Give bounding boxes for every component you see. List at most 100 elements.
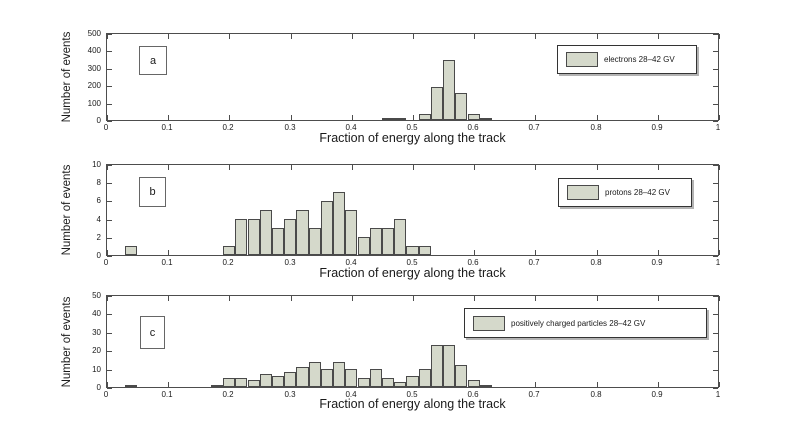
x-tick (474, 165, 475, 170)
x-tick (229, 165, 230, 170)
x-tick-label: 0.4 (345, 258, 357, 267)
histogram-bar (247, 219, 260, 255)
y-tick (713, 86, 718, 87)
x-tick (229, 115, 230, 120)
y-tick (107, 370, 112, 371)
x-tick (413, 165, 414, 170)
histogram-bar (210, 385, 224, 387)
x-tick (658, 115, 659, 120)
x-tick (107, 34, 108, 39)
legend-swatch-c (473, 315, 505, 331)
y-tick-label: 4 (96, 215, 101, 224)
x-tick (413, 34, 414, 39)
x-tick (107, 115, 108, 120)
y-tick (713, 51, 718, 52)
histogram-bar (296, 210, 309, 255)
x-tick (597, 382, 598, 387)
y-tick (107, 34, 112, 35)
x-tick (658, 250, 659, 255)
y-tick (713, 165, 718, 166)
histogram-bar (223, 246, 236, 255)
x-tick-label: 0.4 (345, 390, 357, 399)
x-tick (168, 115, 169, 120)
y-tick-label: 10 (92, 160, 101, 169)
histogram-bar (394, 381, 407, 387)
panel-letter-box-b: b (139, 177, 166, 207)
x-tick (658, 382, 659, 387)
y-tick (107, 220, 112, 221)
y-tick-label: 0 (96, 116, 101, 125)
y-tick (107, 121, 112, 122)
y-tick (107, 201, 112, 202)
x-tick (535, 382, 536, 387)
x-tick (168, 165, 169, 170)
x-tick (168, 296, 169, 301)
y-tick (107, 314, 112, 315)
y-tick (107, 51, 112, 52)
x-tick-label: 0.1 (161, 390, 173, 399)
x-tick (658, 165, 659, 170)
y-tick (713, 104, 718, 105)
x-tick-label: 0.2 (222, 390, 234, 399)
y-tick (107, 388, 112, 389)
y-tick-label: 8 (96, 178, 101, 187)
x-tick (535, 165, 536, 170)
histogram-bar (357, 237, 370, 255)
x-tick-label: 0.6 (467, 390, 479, 399)
x-tick (107, 296, 108, 301)
x-tick-label: 0 (103, 390, 109, 399)
legend-a: electrons 28–42 GV (557, 45, 697, 74)
x-tick-label: 0 (103, 258, 109, 267)
x-tick (719, 382, 720, 387)
legend-swatch-b (567, 185, 599, 200)
histogram-bar (369, 228, 382, 255)
legend-label-c: positively charged particles 28–42 GV (511, 318, 646, 328)
x-tick (597, 34, 598, 39)
histogram-bar (272, 228, 285, 255)
x-tick (474, 296, 475, 301)
histogram-bar (455, 92, 468, 120)
x-tick (291, 165, 292, 170)
x-tick-label: 0.2 (222, 123, 234, 132)
x-axis-label-b: Fraction of energy along the track (319, 266, 506, 280)
x-tick-label: 0.1 (161, 258, 173, 267)
y-tick (107, 104, 112, 105)
histogram-bar (418, 114, 431, 120)
x-tick (719, 115, 720, 120)
histogram-bar (125, 246, 138, 255)
x-tick (719, 165, 720, 170)
y-tick-label: 40 (92, 309, 101, 318)
legend-c: positively charged particles 28–42 GV (464, 308, 707, 338)
x-tick (352, 34, 353, 39)
x-tick (535, 296, 536, 301)
x-tick-label: 0.9 (651, 258, 663, 267)
histogram-bar (381, 377, 395, 387)
x-tick (352, 115, 353, 120)
x-tick (352, 296, 353, 301)
legend-label-b: protons 28–42 GV (605, 188, 670, 197)
histogram-bar (259, 374, 272, 387)
y-tick (713, 296, 718, 297)
histogram-bar (418, 368, 431, 387)
x-tick-label: 0.5 (406, 390, 418, 399)
x-tick-label: 0.5 (406, 258, 418, 267)
histogram-bar (345, 210, 358, 255)
x-tick-label: 0.3 (284, 258, 296, 267)
x-tick (719, 34, 720, 39)
x-tick-label: 0.3 (284, 123, 296, 132)
x-tick-label: 0.4 (345, 123, 357, 132)
x-tick (107, 382, 108, 387)
x-tick-label: 0.1 (161, 123, 173, 132)
x-tick-label: 1 (715, 258, 721, 267)
y-tick (107, 183, 112, 184)
y-tick (713, 256, 718, 257)
histogram-bar (259, 210, 272, 255)
panel-letter-box-c: c (140, 316, 165, 349)
histogram-bar (308, 228, 321, 255)
histogram-bar (247, 379, 260, 387)
histogram-bar (479, 385, 492, 387)
x-tick (168, 382, 169, 387)
histogram-bar (381, 228, 395, 255)
x-tick (597, 250, 598, 255)
x-tick (658, 34, 659, 39)
